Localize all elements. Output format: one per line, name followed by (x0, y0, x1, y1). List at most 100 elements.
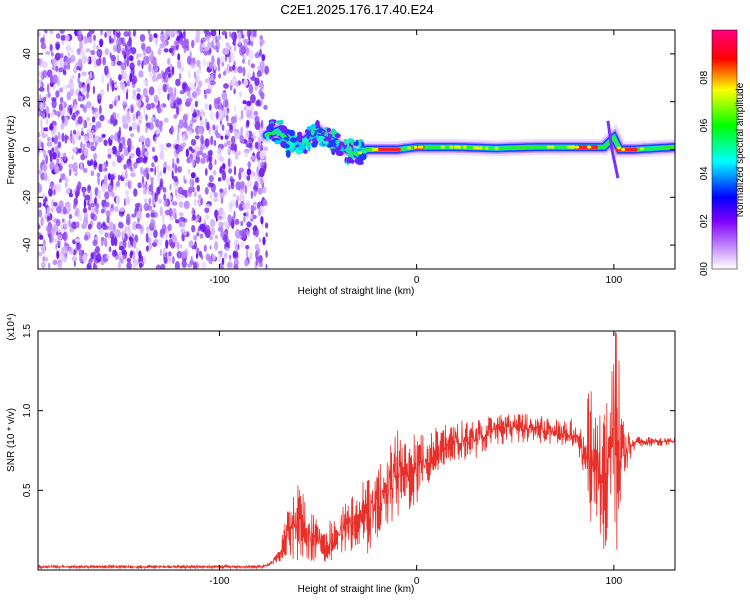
heatmap-cell (109, 134, 115, 140)
heatmap-cell (153, 94, 159, 104)
heatmap-cell (218, 221, 224, 229)
heatmap-blob (330, 128, 337, 136)
heatmap-cell (148, 33, 153, 43)
heatmap-cell (236, 129, 239, 134)
heatmap-cell (108, 35, 112, 44)
heatmap-cell (244, 38, 250, 43)
heatmap-cell (138, 70, 144, 78)
heatmap-cell (146, 205, 153, 211)
heatmap-cell (154, 193, 158, 202)
heatmap-cell (209, 73, 215, 82)
heatmap-cell (155, 38, 158, 47)
heatmap-cell (55, 43, 60, 50)
heatmap-cell (60, 87, 63, 93)
snr-y-multiplier: (x10⁴) (6, 313, 17, 340)
heatmap-cell (38, 31, 41, 37)
heatmap-cell (190, 138, 197, 146)
trace-speck (640, 147, 644, 151)
heatmap-cell (133, 261, 139, 267)
heatmap-cell (129, 236, 132, 242)
heatmap-cell (258, 261, 264, 268)
heatmap-cell (49, 44, 53, 52)
heatmap-cell (89, 191, 93, 199)
heatmap-cell (51, 98, 57, 109)
heatmap-cell (168, 238, 173, 247)
heatmap-cell (167, 223, 172, 232)
heatmap-cell (196, 232, 200, 237)
heatmap-cell (204, 168, 208, 176)
heatmap-cell (218, 207, 224, 216)
heatmap-cell (104, 65, 109, 76)
heatmap-cell (223, 143, 228, 148)
heatmap-cell (218, 177, 222, 182)
heatmap-blob (304, 142, 312, 146)
heatmap-cell (116, 155, 122, 163)
heatmap-cell (257, 187, 263, 195)
heatmap-cell (66, 203, 71, 214)
heatmap-cell (59, 53, 64, 59)
heatmap-blob (307, 143, 311, 152)
heatmap-cell (251, 170, 254, 178)
heatmap-cell (41, 245, 46, 255)
heatmap-cell (234, 121, 237, 130)
heatmap-cell (64, 134, 68, 144)
x-tick-label: -100 (209, 576, 229, 587)
heatmap-cell (176, 96, 180, 103)
heatmap-cell (174, 261, 180, 269)
heatmap-cell (212, 254, 216, 261)
heatmap-cell (121, 50, 127, 56)
trace-speck (546, 145, 551, 149)
heatmap-blob (266, 127, 270, 131)
heatmap-cell (181, 259, 187, 268)
heatmap-cell (233, 104, 236, 113)
heatmap-blob (350, 159, 355, 164)
heatmap-cell (118, 245, 125, 251)
heatmap-cell (200, 157, 206, 164)
heatmap-cell (179, 243, 183, 250)
heatmap-cell (217, 109, 223, 120)
heatmap-cell (40, 37, 45, 44)
heatmap-cell (148, 62, 152, 73)
heatmap-cell (220, 196, 224, 205)
heatmap-cell (148, 184, 154, 192)
heatmap-cell (78, 81, 83, 89)
y-tick-label: 20 (22, 96, 33, 108)
heatmap-cell (86, 159, 90, 166)
heatmap-cell (83, 104, 87, 114)
heatmap-cell (52, 84, 56, 90)
heatmap-cell (51, 147, 55, 152)
heatmap-cell (144, 151, 149, 157)
heatmap-cell (193, 38, 196, 46)
trace-speck (407, 146, 411, 150)
heatmap-cell (96, 93, 103, 100)
heatmap-cell (177, 53, 181, 61)
heatmap-cell (83, 198, 86, 209)
heatmap-cell (213, 70, 216, 80)
heatmap-cell (125, 109, 130, 119)
heatmap-cell (38, 57, 41, 66)
heatmap-cell (137, 182, 142, 189)
heatmap-cell (86, 117, 90, 122)
heatmap-cell (250, 155, 257, 160)
heatmap-cell (72, 112, 76, 121)
heatmap-cell (214, 159, 217, 166)
heatmap-blob (337, 145, 342, 151)
heatmap-cell (240, 109, 244, 120)
heatmap-cell (151, 116, 155, 123)
heatmap-cell (77, 77, 80, 83)
heatmap-cell (260, 216, 264, 225)
heatmap-cell (149, 167, 154, 172)
heatmap-cell (59, 30, 65, 34)
heatmap-cell (84, 194, 90, 201)
heatmap-cell (101, 237, 105, 242)
heatmap-cell (238, 150, 241, 156)
heatmap-cell (99, 104, 102, 115)
heatmap-cell (242, 204, 246, 209)
heatmap-cell (210, 135, 214, 146)
snr-line (38, 332, 675, 570)
x-tick-label: 100 (606, 576, 623, 587)
heatmap-cell (116, 60, 123, 66)
heatmap-cell (171, 201, 178, 206)
heatmap-cell (254, 243, 260, 251)
heatmap-cell (64, 181, 68, 189)
